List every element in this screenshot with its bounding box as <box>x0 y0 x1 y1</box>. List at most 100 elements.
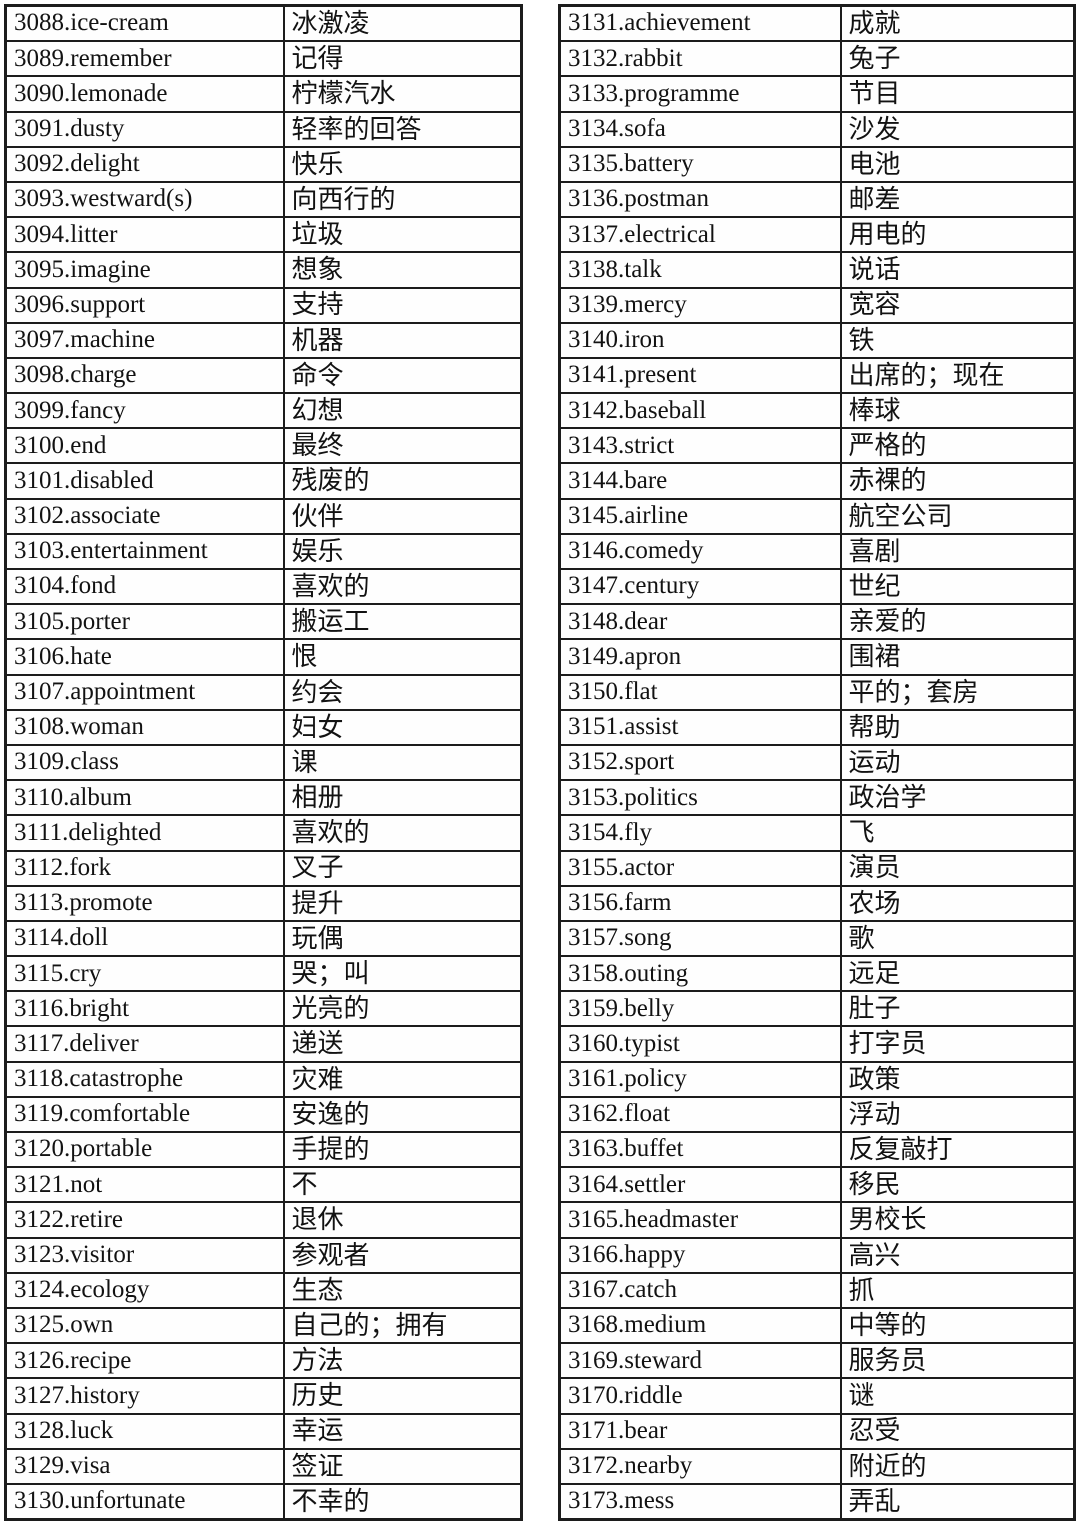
word-cell: 3124.ecology <box>4 1271 285 1309</box>
word-cell: 3131.achievement <box>558 4 842 43</box>
table-row: 3111.delighted 喜欢的 <box>4 814 523 852</box>
translation-cell: 忍受 <box>839 1412 1076 1450</box>
word-cell: 3097.machine <box>4 321 285 359</box>
translation-cell: 生态 <box>282 1271 523 1309</box>
word-cell: 3114.doll <box>4 919 285 958</box>
word-cell: 3151.assist <box>558 708 842 746</box>
word-cell: 3094.litter <box>4 216 285 254</box>
word-cell: 3128.luck <box>4 1412 285 1450</box>
word-cell: 3091.dusty <box>4 110 285 148</box>
translation-cell: 政策 <box>839 1060 1076 1098</box>
translation-cell: 歌 <box>839 919 1076 958</box>
table-row: 3147.century 世纪 <box>558 567 1076 606</box>
vocab-table-right-body: 3131.achievement 成就 3132.rabbit 兔子 3133.prog… <box>558 4 1076 1521</box>
word-cell: 3095.imagine <box>4 251 285 289</box>
translation-cell: 移民 <box>839 1166 1076 1204</box>
word-cell: 3093.westward(s) <box>4 180 285 219</box>
table-row: 3097.machine 机器 <box>4 321 523 359</box>
word-cell: 3107.appointment <box>4 673 285 711</box>
table-row: 3114.doll 玩偶 <box>4 919 523 958</box>
translation-cell: 铁 <box>839 321 1076 359</box>
table-row: 3121.not 不 <box>4 1166 523 1204</box>
word-cell: 3150.flat <box>558 673 842 711</box>
word-cell: 3145.airline <box>558 497 842 535</box>
table-row: 3089.remember 记得 <box>4 40 523 78</box>
word-cell: 3120.portable <box>4 1130 285 1169</box>
translation-cell: 手提的 <box>282 1130 523 1169</box>
table-row: 3112.fork 叉子 <box>4 849 523 887</box>
word-cell: 3152.sport <box>558 743 842 782</box>
word-cell: 3116.bright <box>4 990 285 1028</box>
word-cell: 3118.catastrophe <box>4 1060 285 1098</box>
word-cell: 3109.class <box>4 743 285 782</box>
translation-cell: 递送 <box>282 1025 523 1063</box>
table-row: 3101.disabled 残废的 <box>4 462 523 500</box>
word-cell: 3142.baseball <box>558 392 842 430</box>
translation-cell: 严格的 <box>839 427 1076 465</box>
word-cell: 3092.delight <box>4 145 285 183</box>
translation-cell: 飞 <box>839 814 1076 852</box>
word-cell: 3155.actor <box>558 849 842 887</box>
translation-cell: 高兴 <box>839 1236 1076 1274</box>
word-cell: 3162.float <box>558 1095 842 1134</box>
table-row: 3144.bare 赤裸的 <box>558 462 1076 500</box>
translation-cell: 签证 <box>282 1447 523 1485</box>
translation-cell: 棒球 <box>839 392 1076 430</box>
word-cell: 3164.settler <box>558 1166 842 1204</box>
translation-cell: 围裙 <box>839 638 1076 676</box>
table-row: 3090.lemonade 柠檬汽水 <box>4 75 523 113</box>
word-cell: 3132.rabbit <box>558 40 842 78</box>
word-cell: 3096.support <box>4 286 285 324</box>
table-row: 3113.promote 提升 <box>4 884 523 922</box>
table-row: 3088.ice-cream 冰激凌 <box>4 4 523 43</box>
translation-cell: 肚子 <box>839 990 1076 1028</box>
word-cell: 3108.woman <box>4 708 285 746</box>
table-row: 3167.catch 抓 <box>558 1271 1076 1309</box>
translation-cell: 历史 <box>282 1377 523 1415</box>
translation-cell: 打字员 <box>839 1025 1076 1063</box>
table-row: 3153.politics 政治学 <box>558 779 1076 817</box>
translation-cell: 幻想 <box>282 392 523 430</box>
table-row: 3132.rabbit 兔子 <box>558 40 1076 78</box>
translation-cell: 兔子 <box>839 40 1076 78</box>
translation-cell: 政治学 <box>839 779 1076 817</box>
table-row: 3123.visitor 参观者 <box>4 1236 523 1274</box>
table-row: 3155.actor 演员 <box>558 849 1076 887</box>
word-cell: 3158.outing <box>558 955 842 993</box>
word-cell: 3090.lemonade <box>4 75 285 113</box>
word-cell: 3106.hate <box>4 638 285 676</box>
table-row: 3117.deliver 递送 <box>4 1025 523 1063</box>
word-cell: 3117.deliver <box>4 1025 285 1063</box>
word-cell: 3147.century <box>558 567 842 606</box>
word-cell: 3103.entertainment <box>4 532 285 571</box>
table-row: 3139.mercy 宽容 <box>558 286 1076 324</box>
word-cell: 3129.visa <box>4 1447 285 1485</box>
translation-cell: 命令 <box>282 356 523 395</box>
translation-cell: 参观者 <box>282 1236 523 1274</box>
translation-cell: 退休 <box>282 1201 523 1239</box>
translation-cell: 浮动 <box>839 1095 1076 1134</box>
translation-cell: 宽容 <box>839 286 1076 324</box>
table-row: 3099.fancy 幻想 <box>4 392 523 430</box>
table-row: 3140.iron 铁 <box>558 321 1076 359</box>
translation-cell: 残废的 <box>282 462 523 500</box>
table-row: 3159.belly 肚子 <box>558 990 1076 1028</box>
translation-cell: 娱乐 <box>282 532 523 571</box>
table-row: 3171.bear 忍受 <box>558 1412 1076 1450</box>
table-row: 3110.album 相册 <box>4 779 523 817</box>
word-cell: 3113.promote <box>4 884 285 922</box>
word-cell: 3115.cry <box>4 955 285 993</box>
word-cell: 3146.comedy <box>558 532 842 571</box>
table-row: 3157.song 歌 <box>558 919 1076 958</box>
word-cell: 3100.end <box>4 427 285 465</box>
table-row: 3107.appointment 约会 <box>4 673 523 711</box>
table-row: 3094.litter 垃圾 <box>4 216 523 254</box>
word-cell: 3105.porter <box>4 603 285 641</box>
vocab-table-left-body: 3088.ice-cream 冰激凌 3089.remember 记得 3090.lem… <box>4 4 523 1521</box>
word-cell: 3138.talk <box>558 251 842 289</box>
word-cell: 3135.battery <box>558 145 842 183</box>
word-cell: 3121.not <box>4 1166 285 1204</box>
translation-cell: 演员 <box>839 849 1076 887</box>
vocab-table-right: 3131.achievement 成就 3132.rabbit 兔子 3133.prog… <box>558 4 1076 1522</box>
translation-cell: 远足 <box>839 955 1076 993</box>
